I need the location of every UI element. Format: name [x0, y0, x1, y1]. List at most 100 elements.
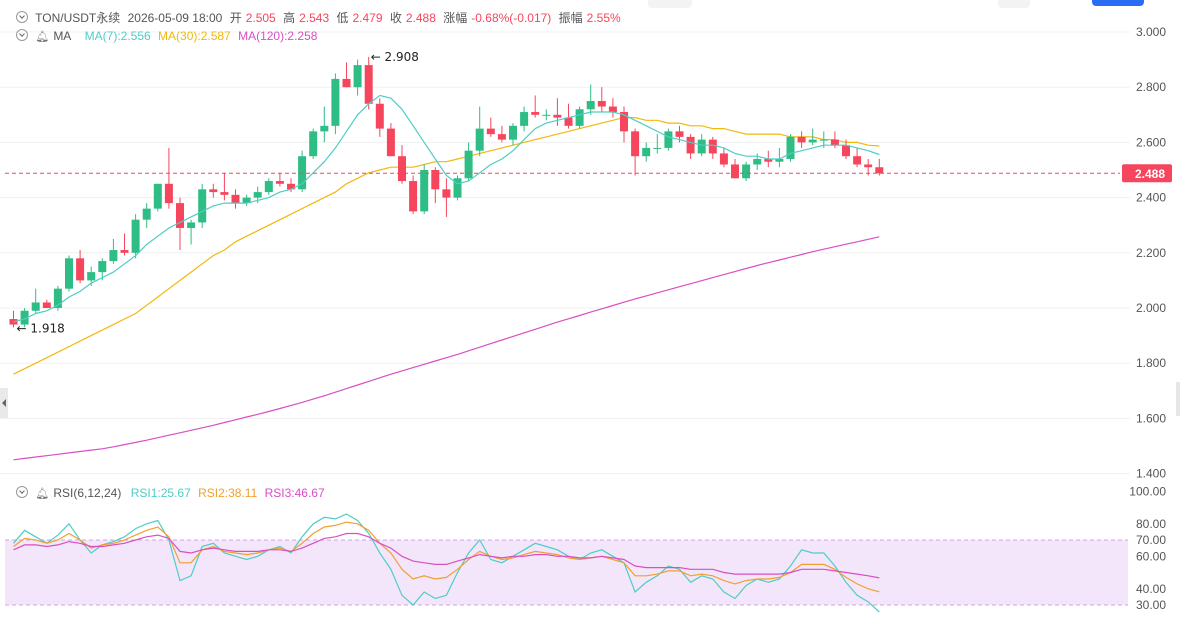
- change-value: -0.68%(-0.017): [471, 11, 552, 25]
- candles: [9, 56, 884, 328]
- rsi-tick-label: 30.00: [1136, 598, 1166, 612]
- candle-body: [431, 170, 440, 190]
- candle-body: [819, 139, 828, 141]
- ma7-line: [13, 94, 880, 323]
- candle: [264, 178, 273, 195]
- rsi-line-rsi2: [13, 521, 880, 593]
- candle-body: [753, 158, 762, 165]
- ohlc-header: TON/USDT永续 2026-05-09 18:00 开 2.505 高 2.54…: [0, 11, 625, 25]
- candle-body: [864, 164, 873, 168]
- candle: [20, 308, 29, 328]
- candle-body: [675, 131, 684, 137]
- candle-body: [642, 147, 651, 157]
- y-tick-label: 2.800: [1136, 80, 1166, 94]
- candle: [475, 106, 484, 157]
- candle-body: [386, 128, 395, 157]
- candle-body: [509, 125, 517, 140]
- candle-body: [797, 136, 806, 143]
- candle-body: [65, 258, 73, 289]
- bell-icon[interactable]: 🔔︎: [35, 31, 50, 43]
- candle-body: [531, 112, 540, 115]
- candle: [187, 219, 196, 245]
- candle-body: [775, 158, 784, 162]
- y-tick-label: 3.000: [1136, 25, 1166, 39]
- scroll-handle[interactable]: [1176, 382, 1180, 416]
- candle-body: [708, 139, 717, 154]
- candle: [375, 98, 384, 137]
- top-tab-right[interactable]: [998, 0, 1030, 8]
- candle-body: [764, 158, 773, 162]
- close-label: 收: [389, 11, 402, 25]
- ma120-value: MA(120):2.258: [238, 29, 318, 43]
- top-tab-left[interactable]: [648, 0, 692, 8]
- candle-body: [786, 136, 795, 159]
- candle: [309, 128, 318, 159]
- collapse-left-icon[interactable]: [0, 388, 8, 418]
- rsi-line-rsi3: [13, 532, 880, 579]
- candle-body: [875, 167, 884, 174]
- rsi-tick-label: 40.00: [1136, 582, 1166, 596]
- candle-body: [608, 106, 617, 113]
- candle: [686, 134, 695, 159]
- candle-body: [697, 139, 706, 154]
- candle: [531, 95, 540, 118]
- candle: [386, 123, 395, 157]
- candle: [631, 128, 640, 176]
- candle: [109, 239, 118, 264]
- candle: [209, 183, 218, 198]
- candle-body: [298, 156, 307, 190]
- candle: [497, 125, 506, 143]
- ma7-path: [13, 94, 880, 323]
- bell-icon[interactable]: 🔔︎: [35, 488, 50, 500]
- candle: [586, 84, 595, 115]
- candle-body: [620, 112, 628, 132]
- candle-body: [497, 134, 506, 140]
- candle-body: [198, 189, 207, 223]
- candle: [719, 147, 728, 168]
- rsi-line-rsi1: [13, 513, 880, 613]
- candle-body: [486, 128, 495, 135]
- candle-body: [176, 203, 184, 228]
- candle-body: [664, 131, 673, 148]
- chevron-down-icon[interactable]: [16, 486, 28, 498]
- rsi-tick-label: 80.00: [1136, 517, 1166, 531]
- chevron-down-icon[interactable]: [16, 29, 28, 41]
- candle-body: [231, 194, 240, 204]
- candle-body: [275, 181, 284, 184]
- candle: [164, 147, 173, 209]
- candle-body: [320, 125, 329, 132]
- ma30-line: [13, 117, 880, 375]
- ma-legend: 🔔︎ MA MA(7):2.556 MA(30):2.587 MA(120):2.…: [0, 29, 321, 44]
- candle: [486, 117, 495, 137]
- y-tick-label: 1.400: [1136, 467, 1166, 481]
- candle: [842, 139, 850, 159]
- candle-body: [475, 128, 484, 151]
- datetime: 2026-05-09 18:00: [127, 11, 223, 25]
- candle: [464, 142, 473, 182]
- candle-body: [342, 78, 351, 88]
- chevron-down-icon[interactable]: [16, 11, 28, 23]
- y-tick-label: 1.800: [1136, 356, 1166, 370]
- top-tab-blue[interactable]: [1092, 0, 1144, 6]
- candle-body: [719, 153, 728, 165]
- candle: [453, 175, 462, 201]
- ma30-value: MA(30):2.587: [158, 29, 231, 43]
- open-label: 开: [229, 11, 242, 25]
- amp-label: 振幅: [558, 11, 583, 25]
- rsi2-value: RSI2:38.11: [198, 486, 258, 500]
- rsi-tick-label: 100.00: [1129, 484, 1166, 498]
- candle: [131, 214, 140, 259]
- y-tick-label: 2.600: [1136, 135, 1166, 149]
- candle-body: [20, 310, 29, 325]
- candle: [642, 142, 651, 162]
- ma7-value: MA(7):2.556: [84, 29, 151, 43]
- rsi3-value: RSI3:46.67: [264, 486, 325, 500]
- min-price-marker: ← 1.918: [17, 321, 65, 335]
- candle: [153, 183, 162, 212]
- candle-body: [742, 164, 751, 179]
- candle-body: [542, 114, 551, 116]
- candle-body: [287, 183, 295, 190]
- low-value: 2.479: [352, 11, 383, 25]
- candle: [353, 59, 362, 96]
